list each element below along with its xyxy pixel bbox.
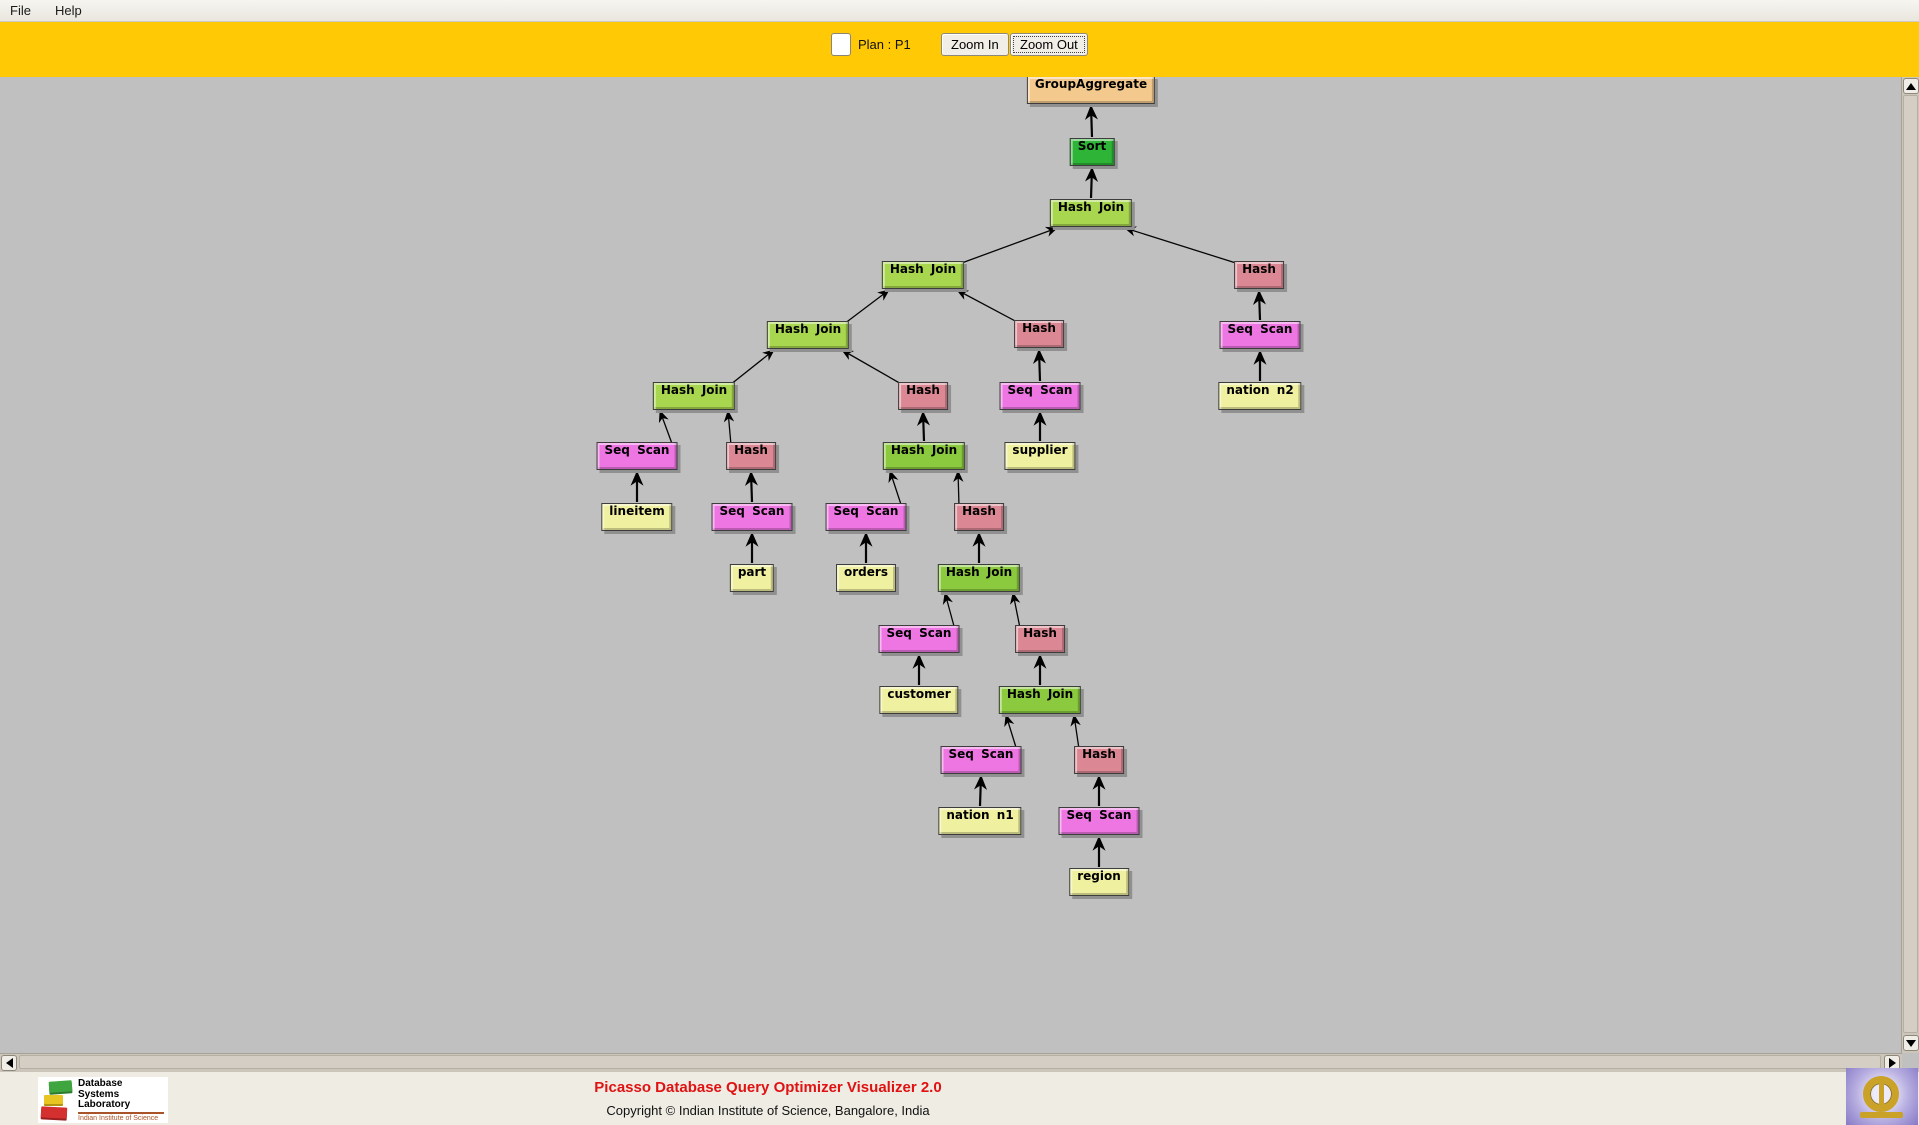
plan-edge-t_n1-to-ss_n1 <box>974 774 988 807</box>
menu-help[interactable]: Help <box>54 3 82 18</box>
zoom-in-button[interactable]: Zoom In <box>941 33 1009 56</box>
arrow-up-icon <box>1906 82 1916 90</box>
plan-edge-hj5-to-h_po <box>916 410 930 442</box>
plan-node-region-t_reg[interactable]: region <box>1069 868 1129 896</box>
plan-edge-h_po-to-hj3 <box>841 349 904 386</box>
plan-node-groupaggregate-ga[interactable]: GroupAggregate <box>1026 77 1156 104</box>
plan-node-hash-join-hj3[interactable]: Hash Join <box>766 321 850 349</box>
plan-node-supplier-t_sup[interactable]: supplier <box>1004 442 1076 470</box>
plan-node-hash-join-hj2[interactable]: Hash Join <box>881 261 965 289</box>
plan-node-part-t_part[interactable]: part <box>729 564 775 592</box>
scroll-up-button[interactable] <box>1903 78 1919 94</box>
dsl-logo-rule <box>78 1112 164 1114</box>
plan-edge-hj4-to-hj3 <box>729 349 775 386</box>
dsl-logo-text: Database Systems Laboratory <box>78 1078 131 1110</box>
plan-edge-hj1-to-sort <box>1085 166 1099 199</box>
plan-edge-h_n1-to-hj6 <box>1010 592 1021 629</box>
plan-node-orders-t_ord[interactable]: orders <box>836 564 896 592</box>
plan-node-seq-scan-ss_n2[interactable]: Seq Scan <box>1219 321 1301 349</box>
plan-node-hash-join-hj1[interactable]: Hash Join <box>1049 199 1133 227</box>
plan-node-seq-scan-ss_reg[interactable]: Seq Scan <box>1058 807 1140 835</box>
plan-node-hash-join-hj7[interactable]: Hash Join <box>998 686 1082 714</box>
plan-node-hash-h_n2[interactable]: Hash <box>1234 261 1284 289</box>
menu-file[interactable]: File <box>10 3 31 18</box>
plan-node-hash-h_reg[interactable]: Hash <box>1074 746 1124 774</box>
plan-label: Plan : P1 <box>858 37 911 52</box>
plan-node-sort-sort[interactable]: Sort <box>1069 138 1115 166</box>
dsl-logo: Database Systems Laboratory Indian Insti… <box>38 1077 168 1123</box>
arrow-down-icon <box>1906 1039 1916 1047</box>
iisc-seal-icon <box>1846 1068 1918 1125</box>
zoom-out-button[interactable]: Zoom Out <box>1010 33 1088 56</box>
arrow-left-icon <box>5 1058 13 1068</box>
plan-node-hash-join-hj5[interactable]: Hash Join <box>882 442 966 470</box>
copyright-text: Copyright © Indian Institute of Science,… <box>606 1103 930 1118</box>
plan-edge-ss_li-to-hj4 <box>658 410 674 446</box>
plan-node-seq-scan-ss_n1[interactable]: Seq Scan <box>940 746 1022 774</box>
plan-edge-ss_cust-to-hj6 <box>942 592 956 629</box>
horizontal-scrollbar[interactable] <box>0 1053 1902 1071</box>
plan-edge-h_cust-to-hj5 <box>953 470 964 507</box>
plan-node-hash-h_po[interactable]: Hash <box>898 382 948 410</box>
plan-node-hash-join-hj4[interactable]: Hash Join <box>652 382 736 410</box>
plan-node-seq-scan-ss_sup[interactable]: Seq Scan <box>999 382 1081 410</box>
plan-edge-ss_sup-to-h_sup <box>1032 348 1046 382</box>
plan-node-customer-t_cust[interactable]: customer <box>879 686 959 714</box>
plan-edge-h_part-to-hj4 <box>723 410 735 446</box>
plan-edge-ss_n2-to-h_n2 <box>1252 289 1266 321</box>
plan-color-swatch[interactable] <box>831 33 851 56</box>
plan-node-nation-n2-t_n2[interactable]: nation n2 <box>1218 382 1302 410</box>
horizontal-scrollbar-thumb[interactable] <box>19 1055 1881 1069</box>
plan-node-hash-h_sup[interactable]: Hash <box>1014 320 1064 348</box>
dsl-logo-bricks-icon <box>40 1079 74 1121</box>
plan-edge-ss_ord-to-hj5 <box>888 470 903 507</box>
plan-node-nation-n1-t_n1[interactable]: nation n1 <box>938 807 1022 835</box>
plan-edge-ss_part-to-h_part <box>744 470 758 503</box>
toolbar: Plan : P1 Zoom In Zoom Out <box>0 22 1919 77</box>
plan-tree-canvas: GroupAggregate Sort Hash Join Hash Join Hash… <box>0 77 1919 1053</box>
plan-edge-h_n2-to-hj1 <box>1124 226 1240 265</box>
plan-node-hash-h_part[interactable]: Hash <box>726 442 776 470</box>
plan-node-hash-join-hj6[interactable]: Hash Join <box>937 564 1021 592</box>
app-title: Picasso Database Query Optimizer Visuali… <box>594 1079 942 1096</box>
plan-edge-ss_n1-to-hj7 <box>1004 714 1018 750</box>
plan-tree-edges <box>630 104 1267 867</box>
plan-edge-h_reg-to-hj7 <box>1070 714 1081 750</box>
plan-node-seq-scan-ss_cust[interactable]: Seq Scan <box>878 625 960 653</box>
plan-edge-hj2-to-hj1 <box>958 226 1058 265</box>
plan-node-lineitem-t_li[interactable]: lineitem <box>601 503 673 531</box>
vertical-scrollbar-thumb[interactable] <box>1903 95 1918 1033</box>
plan-edge-sort-to-ga <box>1084 104 1098 138</box>
arrow-right-icon <box>1888 1058 1896 1068</box>
status-bar: Database Systems Laboratory Indian Insti… <box>0 1068 1919 1125</box>
vertical-scrollbar[interactable] <box>1901 77 1919 1053</box>
plan-node-hash-h_n1[interactable]: Hash <box>1015 625 1065 653</box>
plan-node-seq-scan-ss_ord[interactable]: Seq Scan <box>825 503 907 531</box>
plan-edge-hj3-to-hj2 <box>843 289 890 325</box>
scroll-left-button[interactable] <box>1 1055 17 1071</box>
plan-node-hash-h_cust[interactable]: Hash <box>954 503 1004 531</box>
plan-edge-h_sup-to-hj2 <box>956 289 1020 324</box>
plan-node-seq-scan-ss_part[interactable]: Seq Scan <box>711 503 793 531</box>
dsl-logo-subtitle: Indian Institute of Science <box>78 1115 159 1122</box>
plan-node-seq-scan-ss_li[interactable]: Seq Scan <box>596 442 678 470</box>
menu-bar: File Help <box>0 0 1919 22</box>
scroll-down-button[interactable] <box>1903 1035 1919 1051</box>
